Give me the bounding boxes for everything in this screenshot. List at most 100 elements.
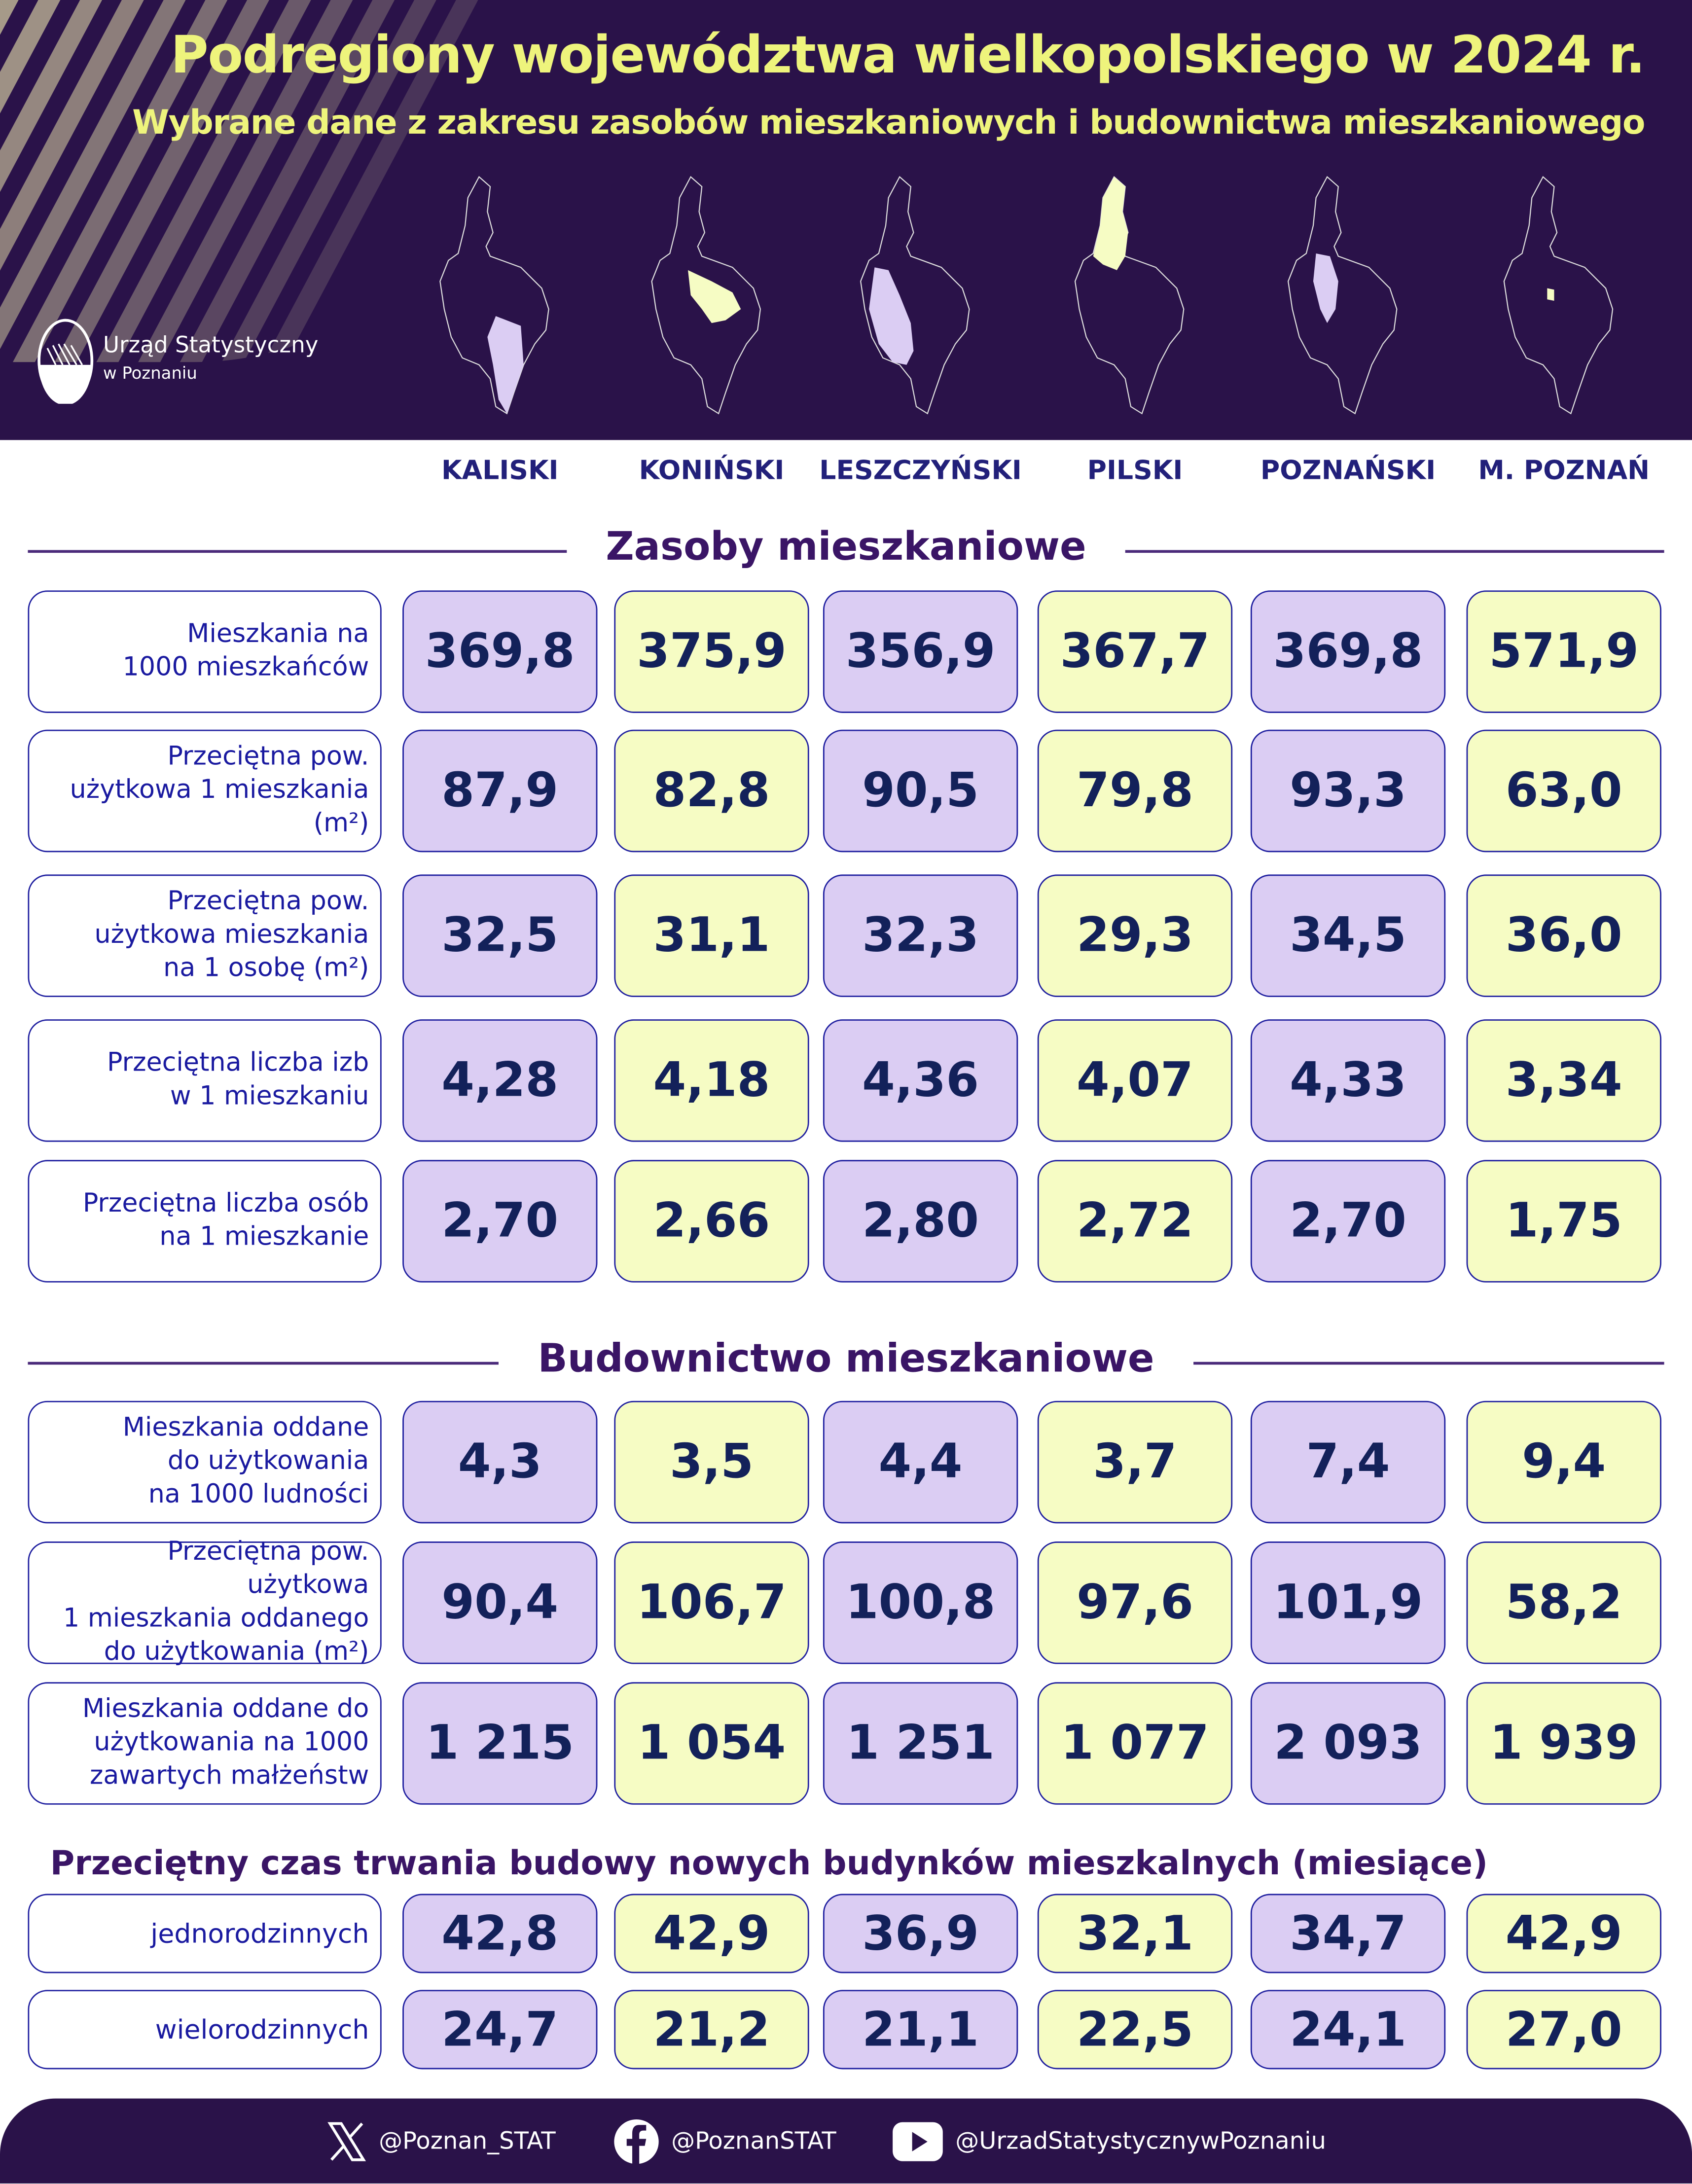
column-header: PILSKI (1087, 455, 1183, 486)
column-header: KONIŃSKI (639, 455, 785, 486)
social-link[interactable]: @PoznanSTAT (613, 2118, 836, 2166)
value-cell: 36,0 (1466, 874, 1661, 997)
row-label: Przeciętna liczba izb w 1 mieszkaniu (28, 1019, 382, 1142)
value-cell: 27,0 (1466, 1990, 1661, 2070)
value-cell: 9,4 (1466, 1400, 1661, 1524)
value-cell: 1 939 (1466, 1682, 1661, 1805)
value-cell: 369,8 (402, 590, 598, 713)
value-cell: 4,4 (823, 1400, 1018, 1524)
column-header: LESZCZYŃSKI (819, 455, 1022, 486)
value-cell: 42,9 (614, 1894, 809, 1973)
x-icon (326, 2121, 379, 2163)
value-cell: 24,1 (1250, 1990, 1446, 2070)
value-cell: 32,1 (1037, 1894, 1233, 1973)
value-cell: 1 215 (402, 1682, 598, 1805)
value-cell: 32,3 (823, 874, 1018, 997)
row-label: Mieszkania oddane do użytkowania na 1000… (28, 1682, 382, 1805)
row-label: Mieszkania oddane do użytkowania na 1000… (28, 1400, 382, 1524)
youtube-icon (891, 2121, 955, 2163)
value-cell: 2,72 (1037, 1160, 1233, 1283)
value-cell: 87,9 (402, 729, 598, 853)
section-title: Budownictwo mieszkaniowe (499, 1335, 1193, 1382)
header-banner: Podregiony województwa wielkopolskiego w… (0, 0, 1692, 440)
value-cell: 31,1 (614, 874, 809, 997)
value-cell: 2,66 (614, 1160, 809, 1283)
row-label: Przeciętna pow. użytkowa mieszkania na 1… (28, 874, 382, 997)
value-cell: 375,9 (614, 590, 809, 713)
value-cell: 34,5 (1250, 874, 1446, 997)
value-cell: 7,4 (1250, 1400, 1446, 1524)
page-title: Podregiony województwa wielkopolskiego w… (171, 25, 1645, 85)
value-cell: 356,9 (823, 590, 1018, 713)
logo: Urząd Statystyczny w Poznaniu (36, 318, 319, 409)
value-cell: 82,8 (614, 729, 809, 853)
value-cell: 3,5 (614, 1400, 809, 1524)
value-cell: 1 054 (614, 1682, 809, 1805)
row-label: wielorodzinnych (28, 1990, 382, 2070)
value-cell: 367,7 (1037, 590, 1233, 713)
row-label: Przeciętna liczba osób na 1 mieszkanie (28, 1160, 382, 1283)
facebook-icon (613, 2118, 672, 2166)
value-cell: 101,9 (1250, 1541, 1446, 1664)
region-map-2 (860, 176, 970, 415)
value-cell: 2,70 (402, 1160, 598, 1283)
value-cell: 79,8 (1037, 729, 1233, 853)
value-cell: 1 251 (823, 1682, 1018, 1805)
value-cell: 3,34 (1466, 1019, 1661, 1142)
value-cell: 4,3 (402, 1400, 598, 1524)
value-cell: 97,6 (1037, 1541, 1233, 1664)
logo-text: Urząd Statystyczny (103, 331, 319, 358)
value-cell: 2,80 (823, 1160, 1018, 1283)
value-cell: 90,5 (823, 729, 1018, 853)
social-link[interactable]: @Poznan_STAT (326, 2119, 556, 2164)
value-cell: 42,8 (402, 1894, 598, 1973)
value-cell: 4,33 (1250, 1019, 1446, 1142)
region-map-1 (651, 176, 761, 415)
section-title: Zasoby mieszkaniowe (567, 523, 1125, 570)
social-handle[interactable]: @UrzadStatystycznywPoznaniu (955, 2127, 1326, 2156)
value-cell: 24,7 (402, 1990, 598, 2070)
row-label: Przeciętna pow. użytkowa 1 mieszkania od… (28, 1538, 382, 1667)
value-cell: 36,9 (823, 1894, 1018, 1973)
value-cell: 4,18 (614, 1019, 809, 1142)
value-cell: 1,75 (1466, 1160, 1661, 1283)
value-cell: 2,70 (1250, 1160, 1446, 1283)
region-map-3 (1074, 176, 1185, 415)
value-cell: 1 077 (1037, 1682, 1233, 1805)
social-link[interactable]: @UrzadStatystycznywPoznaniu (891, 2119, 1326, 2164)
value-cell: 369,8 (1250, 590, 1446, 713)
social-handle[interactable]: @Poznan_STAT (379, 2127, 556, 2156)
value-cell: 29,3 (1037, 874, 1233, 997)
region-map-5 (1503, 176, 1614, 415)
region-map-4 (1287, 176, 1398, 415)
row-label: Przeciętna pow. użytkowa 1 mieszkania (m… (28, 729, 382, 853)
value-cell: 3,7 (1037, 1400, 1233, 1524)
value-cell: 58,2 (1466, 1541, 1661, 1664)
value-cell: 4,07 (1037, 1019, 1233, 1142)
value-cell: 90,4 (402, 1541, 598, 1664)
value-cell: 106,7 (614, 1541, 809, 1664)
value-cell: 4,36 (823, 1019, 1018, 1142)
footer (0, 2098, 1692, 2184)
page-subtitle: Wybrane dane z zakresu zasobów mieszkani… (132, 103, 1645, 143)
logo-emblem-icon (37, 319, 94, 405)
value-cell: 2 093 (1250, 1682, 1446, 1805)
value-cell: 22,5 (1037, 1990, 1233, 2070)
value-cell: 4,28 (402, 1019, 598, 1142)
section-title: Przeciętny czas trwania budowy nowych bu… (11, 1843, 1527, 1883)
logo-subtext: w Poznaniu (103, 363, 197, 383)
column-header: POZNAŃSKI (1260, 455, 1436, 486)
value-cell: 34,7 (1250, 1894, 1446, 1973)
value-cell: 32,5 (402, 874, 598, 997)
value-cell: 571,9 (1466, 590, 1661, 713)
column-header: M. POZNAŃ (1478, 455, 1650, 486)
value-cell: 21,2 (614, 1990, 809, 2070)
social-handle[interactable]: @PoznanSTAT (671, 2127, 836, 2156)
column-header: KALISKI (441, 455, 559, 486)
value-cell: 42,9 (1466, 1894, 1661, 1973)
value-cell: 100,8 (823, 1541, 1018, 1664)
row-label: jednorodzinnych (28, 1894, 382, 1973)
row-label: Mieszkania na 1000 mieszkańców (28, 590, 382, 713)
value-cell: 21,1 (823, 1990, 1018, 2070)
